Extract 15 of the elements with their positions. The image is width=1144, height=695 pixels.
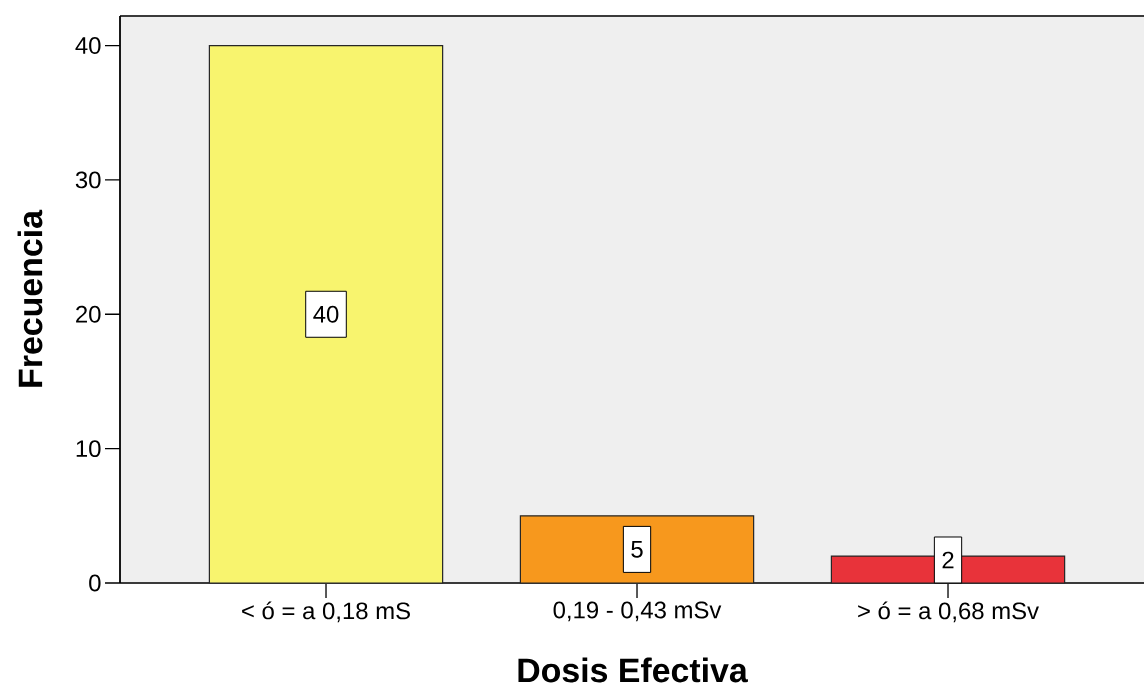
bar [519,515,755,584]
data-label: 2 [942,551,954,569]
y-tick-label: 10 [76,440,101,458]
y-axis-title: Frecuencia [17,209,43,387]
y-tick-label: 20 [76,305,101,323]
y-tick-label: 0 [89,574,101,592]
data-label: 5 [631,541,643,558]
y-tick-label: 40 [75,37,101,55]
y-tick-label: 30 [75,171,101,189]
data-label: 40 [313,305,339,323]
x-axis-title: Dosis Efectiva [518,657,748,683]
x-tick-label: > ó = a 0,68 mSv [858,601,1039,623]
x-tick-label: 0,19 - 0,43 mSv [553,601,722,622]
x-tick-label: < ó = a 0,18 mS [242,601,410,623]
bar [208,44,444,584]
